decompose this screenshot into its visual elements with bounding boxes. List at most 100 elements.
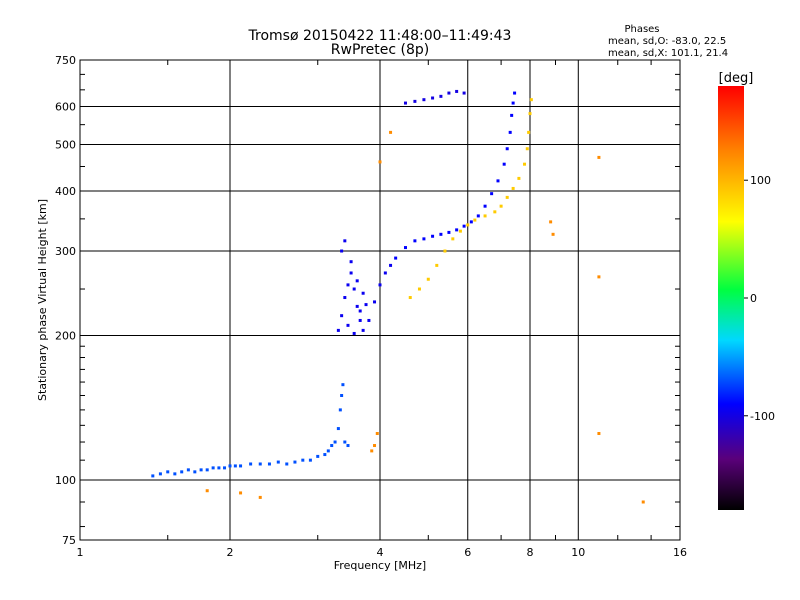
data-point bbox=[549, 220, 553, 224]
data-point bbox=[333, 440, 337, 444]
data-point bbox=[510, 113, 514, 117]
data-point bbox=[239, 464, 243, 468]
y-tick-label: 600 bbox=[55, 101, 76, 114]
chart-title: Tromsø 20150422 11:48:00–11:49:43 bbox=[248, 28, 512, 44]
data-point bbox=[439, 232, 443, 236]
data-point bbox=[413, 99, 417, 103]
data-point bbox=[528, 112, 532, 116]
data-point bbox=[180, 470, 184, 474]
data-point bbox=[473, 218, 477, 222]
data-point bbox=[199, 468, 203, 472]
data-point bbox=[447, 91, 451, 95]
data-point bbox=[346, 323, 350, 327]
data-point bbox=[336, 427, 340, 431]
data-point bbox=[267, 462, 271, 466]
data-point bbox=[551, 232, 555, 236]
x-tick-label: 1 bbox=[77, 546, 84, 559]
data-point bbox=[426, 277, 430, 281]
colorbar-ticks: 100 0 -100 bbox=[744, 174, 775, 423]
data-point bbox=[343, 239, 347, 243]
data-point bbox=[352, 331, 356, 335]
data-point bbox=[308, 458, 312, 462]
data-point bbox=[373, 444, 377, 448]
grid-lines bbox=[80, 60, 680, 540]
stats-o-line: mean, sd,O: -83.0, 22.5 bbox=[608, 36, 726, 47]
data-point bbox=[505, 147, 509, 151]
data-point bbox=[455, 228, 459, 232]
data-point bbox=[447, 230, 451, 234]
data-point bbox=[193, 470, 197, 474]
plot-frame bbox=[79, 59, 681, 541]
data-point bbox=[455, 89, 459, 93]
data-point bbox=[597, 432, 601, 436]
data-point bbox=[483, 214, 487, 218]
stats-x-line: mean, sd,X: 101.1, 21.4 bbox=[608, 48, 728, 59]
data-point bbox=[511, 101, 515, 105]
data-point bbox=[367, 318, 371, 322]
colorbar-tick-label: 0 bbox=[750, 292, 757, 305]
data-point bbox=[301, 458, 305, 462]
data-point bbox=[431, 234, 435, 238]
x-tick-label: 8 bbox=[527, 546, 534, 559]
data-point bbox=[341, 383, 345, 387]
data-point bbox=[413, 239, 417, 243]
colorbar-label: [deg] bbox=[719, 71, 754, 86]
data-point bbox=[383, 271, 387, 275]
data-point bbox=[417, 287, 421, 291]
data-point bbox=[340, 249, 344, 253]
data-point bbox=[211, 466, 215, 470]
data-points bbox=[151, 89, 645, 504]
data-point bbox=[408, 296, 412, 300]
y-tick-label: 75 bbox=[62, 534, 76, 547]
data-point bbox=[517, 176, 521, 180]
data-point bbox=[338, 408, 342, 412]
data-point bbox=[361, 328, 365, 332]
data-point bbox=[358, 318, 362, 322]
data-point bbox=[158, 472, 162, 476]
data-point bbox=[326, 449, 330, 453]
data-point bbox=[511, 186, 515, 190]
data-point bbox=[316, 454, 320, 458]
data-point bbox=[496, 179, 500, 183]
x-tick-label: 10 bbox=[571, 546, 585, 559]
data-point bbox=[389, 263, 393, 267]
x-tick-label: 2 bbox=[227, 546, 234, 559]
data-point bbox=[258, 495, 262, 499]
data-point bbox=[597, 155, 601, 159]
data-point bbox=[505, 195, 509, 199]
data-point bbox=[340, 394, 344, 398]
data-point bbox=[378, 160, 382, 164]
data-point bbox=[233, 464, 237, 468]
data-point bbox=[458, 229, 462, 233]
data-point bbox=[343, 440, 347, 444]
data-point bbox=[389, 130, 393, 134]
data-point bbox=[205, 489, 209, 493]
data-point bbox=[490, 192, 494, 196]
colorbar-tick-label: 100 bbox=[750, 174, 771, 187]
y-tick-label: 400 bbox=[55, 185, 76, 198]
data-point bbox=[173, 472, 177, 476]
data-point bbox=[205, 468, 209, 472]
data-point bbox=[375, 432, 379, 436]
data-point bbox=[346, 283, 350, 287]
data-point bbox=[323, 453, 327, 457]
data-point bbox=[349, 260, 353, 264]
data-point bbox=[529, 98, 533, 102]
data-point bbox=[373, 300, 377, 304]
x-axis-label: Frequency [MHz] bbox=[334, 559, 426, 572]
y-tick-label: 750 bbox=[55, 54, 76, 67]
y-tick-label: 100 bbox=[55, 474, 76, 487]
y-tick-label: 200 bbox=[55, 330, 76, 343]
data-point bbox=[358, 309, 362, 313]
y-axis-label: Stationary phase Virtual Height [km] bbox=[36, 199, 49, 401]
data-point bbox=[276, 460, 280, 464]
data-point bbox=[217, 466, 221, 470]
data-point bbox=[443, 249, 447, 253]
data-point bbox=[223, 466, 227, 470]
data-point bbox=[346, 444, 350, 448]
data-point bbox=[378, 283, 382, 287]
colorbar bbox=[718, 86, 744, 510]
data-point bbox=[493, 210, 497, 214]
data-point bbox=[502, 162, 506, 166]
data-point bbox=[476, 214, 480, 218]
